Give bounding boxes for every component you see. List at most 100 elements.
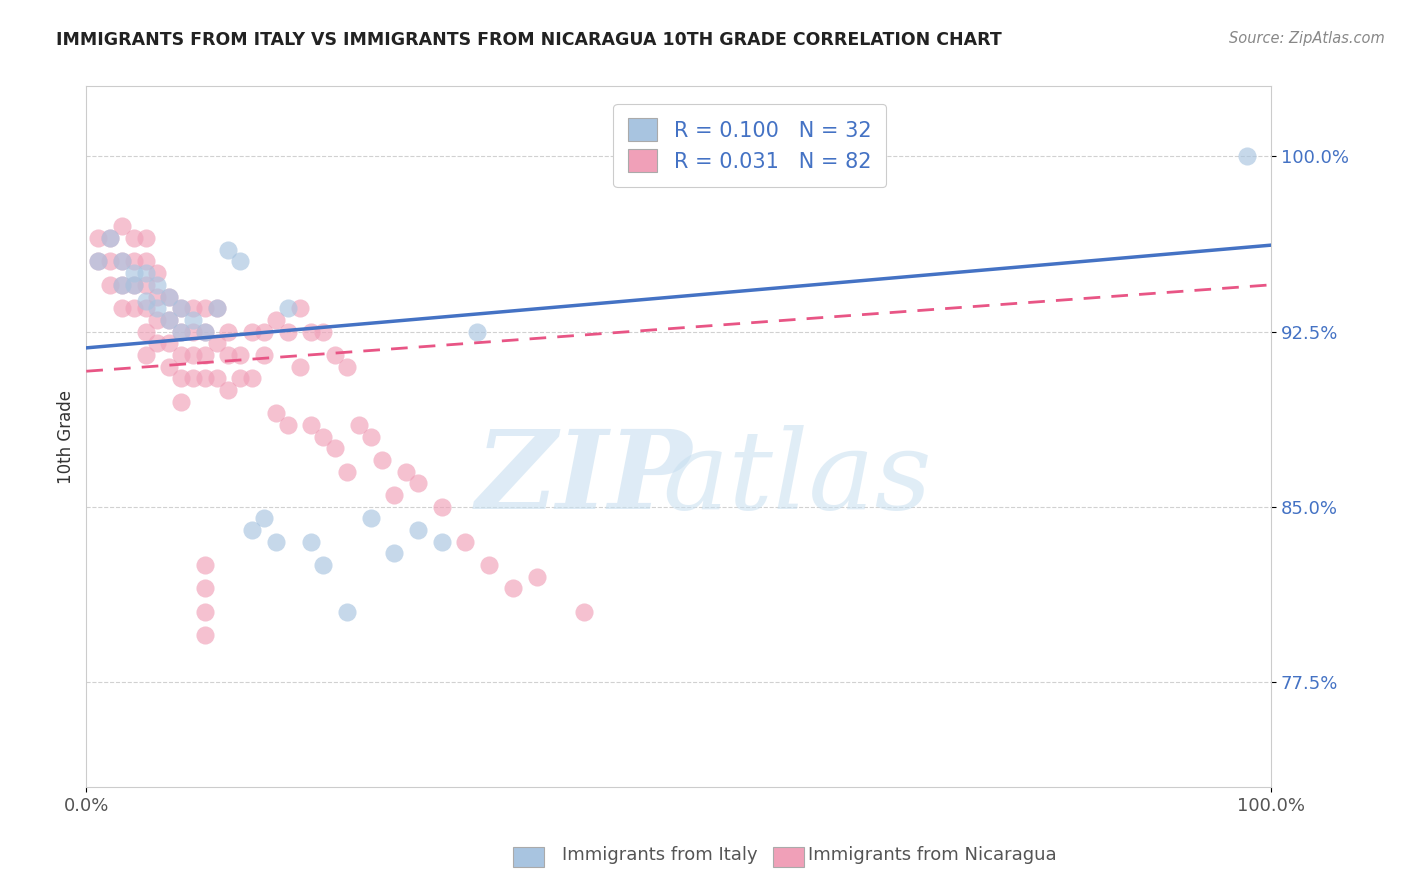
Point — [170, 394, 193, 409]
Point — [194, 628, 217, 642]
Point — [157, 289, 180, 303]
Point — [98, 277, 121, 292]
Text: Immigrants from Italy: Immigrants from Italy — [562, 846, 758, 863]
Point — [430, 500, 453, 514]
Point — [194, 325, 217, 339]
Point — [572, 605, 595, 619]
Point — [240, 523, 263, 537]
Point — [146, 266, 169, 280]
Point — [98, 231, 121, 245]
Point — [360, 511, 382, 525]
Point — [217, 383, 239, 397]
Text: ZIP: ZIP — [475, 425, 692, 533]
Point — [157, 289, 180, 303]
Point — [382, 546, 405, 560]
Point — [157, 359, 180, 374]
Point — [194, 582, 217, 596]
Point — [264, 406, 287, 420]
Point — [170, 348, 193, 362]
Point — [264, 534, 287, 549]
Point — [323, 442, 346, 456]
Point — [111, 301, 134, 315]
Point — [312, 325, 335, 339]
Point — [87, 231, 110, 245]
Legend: R = 0.100   N = 32, R = 0.031   N = 82: R = 0.100 N = 32, R = 0.031 N = 82 — [613, 103, 886, 186]
Point — [502, 582, 524, 596]
Text: atlas: atlas — [662, 425, 932, 533]
Point — [360, 429, 382, 443]
Point — [194, 558, 217, 572]
Point — [229, 371, 252, 385]
Text: IMMIGRANTS FROM ITALY VS IMMIGRANTS FROM NICARAGUA 10TH GRADE CORRELATION CHART: IMMIGRANTS FROM ITALY VS IMMIGRANTS FROM… — [56, 31, 1002, 49]
Point — [299, 325, 322, 339]
Point — [277, 301, 299, 315]
Point — [253, 325, 276, 339]
Point — [135, 277, 157, 292]
Point — [336, 359, 359, 374]
Point — [1236, 149, 1258, 163]
Point — [157, 313, 180, 327]
Text: Source: ZipAtlas.com: Source: ZipAtlas.com — [1229, 31, 1385, 46]
Y-axis label: 10th Grade: 10th Grade — [58, 390, 75, 483]
Point — [135, 294, 157, 309]
Point — [430, 534, 453, 549]
Point — [217, 243, 239, 257]
Point — [205, 336, 228, 351]
Point — [194, 301, 217, 315]
Point — [299, 534, 322, 549]
Point — [526, 570, 548, 584]
Point — [122, 301, 145, 315]
Point — [111, 219, 134, 234]
Point — [205, 371, 228, 385]
Point — [122, 254, 145, 268]
Point — [146, 301, 169, 315]
Point — [194, 371, 217, 385]
Point — [170, 301, 193, 315]
Point — [253, 511, 276, 525]
Point — [465, 325, 488, 339]
Point — [135, 231, 157, 245]
Point — [253, 348, 276, 362]
Point — [240, 371, 263, 385]
Point — [181, 313, 204, 327]
Point — [406, 523, 429, 537]
Point — [205, 301, 228, 315]
Point — [229, 348, 252, 362]
Point — [122, 277, 145, 292]
Point — [157, 313, 180, 327]
Point — [122, 231, 145, 245]
Point — [146, 289, 169, 303]
Point — [217, 348, 239, 362]
Point — [229, 254, 252, 268]
Point — [312, 429, 335, 443]
Point — [395, 465, 418, 479]
Point — [194, 348, 217, 362]
Point — [111, 254, 134, 268]
Point — [146, 277, 169, 292]
Point — [135, 266, 157, 280]
Point — [264, 313, 287, 327]
Point — [406, 476, 429, 491]
Point — [217, 325, 239, 339]
Point — [170, 325, 193, 339]
Point — [135, 301, 157, 315]
Point — [371, 453, 394, 467]
Point — [288, 359, 311, 374]
Point — [181, 348, 204, 362]
Point — [181, 371, 204, 385]
Point — [194, 605, 217, 619]
Point — [170, 371, 193, 385]
Point — [146, 313, 169, 327]
Point — [454, 534, 477, 549]
Point — [181, 301, 204, 315]
Point — [240, 325, 263, 339]
Point — [98, 231, 121, 245]
Point — [122, 277, 145, 292]
Point — [98, 254, 121, 268]
Point — [87, 254, 110, 268]
Point — [111, 254, 134, 268]
Point — [205, 301, 228, 315]
Point — [312, 558, 335, 572]
Point — [288, 301, 311, 315]
Point — [277, 325, 299, 339]
